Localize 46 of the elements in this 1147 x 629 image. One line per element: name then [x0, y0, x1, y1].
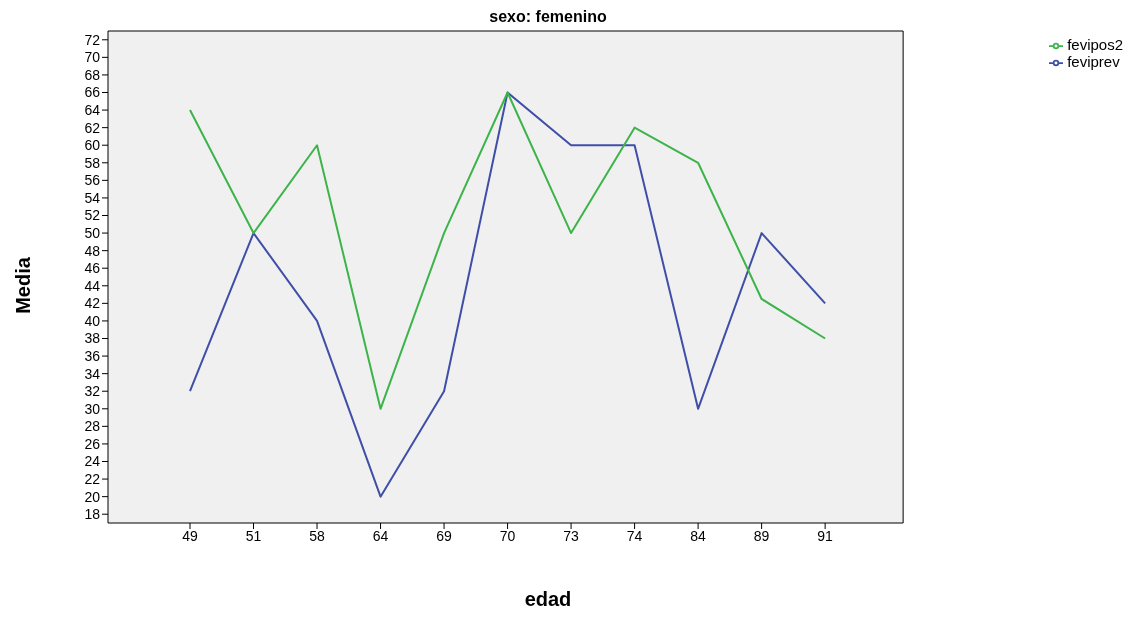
y-tick-label: 54	[84, 189, 101, 206]
x-tick-label: 49	[182, 527, 198, 544]
y-tick-label: 36	[84, 348, 101, 365]
y-tick-label: 72	[84, 31, 101, 48]
y-tick-label: 66	[84, 84, 101, 101]
y-tick-label: 38	[84, 330, 101, 347]
y-tick-label: 48	[84, 242, 101, 259]
y-tick-label: 62	[84, 119, 101, 136]
y-tick-label: 40	[84, 312, 101, 329]
y-tick-label: 58	[84, 154, 101, 171]
y-axis-title: Media	[11, 257, 35, 314]
x-tick-label: 51	[245, 527, 262, 544]
chart-title: sexo: femenino	[488, 8, 608, 26]
y-tick-label: 60	[84, 137, 101, 154]
y-tick-label: 70	[84, 49, 101, 66]
x-tick-label: 89	[753, 527, 770, 544]
y-tick-label: 34	[84, 365, 101, 382]
x-tick-label: 64	[372, 527, 389, 544]
legend-label: fevipos2	[1067, 36, 1123, 53]
x-axis-title: edad	[523, 588, 573, 611]
y-tick-label: 28	[84, 418, 101, 435]
y-tick-label: 20	[84, 488, 101, 505]
y-tick-label: 24	[84, 453, 101, 470]
x-tick-label: 70	[499, 527, 516, 544]
x-tick-label: 69	[436, 527, 453, 544]
line-series	[189, 91, 827, 498]
x-tick-label: 91	[817, 527, 834, 544]
x-tick-label: 73	[563, 527, 580, 544]
y-tick-label: 68	[84, 66, 101, 83]
y-tick-label: 32	[84, 383, 101, 400]
x-tick-label: 84	[690, 527, 707, 544]
y-tick-label: 22	[84, 471, 101, 488]
y-tick-label: 18	[84, 506, 101, 523]
y-tick-label: 56	[84, 172, 101, 189]
y-tick-label: 26	[84, 435, 101, 452]
y-tick-label: 64	[84, 102, 101, 119]
line-series	[189, 91, 827, 410]
y-tick-label: 52	[84, 207, 101, 224]
y-tick-label: 46	[84, 260, 101, 277]
x-tick-label: 74	[626, 527, 643, 544]
y-tick-label: 42	[84, 295, 101, 312]
y-tick-label: 44	[84, 277, 101, 294]
y-tick-label: 50	[84, 225, 101, 242]
y-tick-label: 30	[84, 400, 101, 417]
x-tick-label: 58	[309, 527, 326, 544]
legend-label: feviprev	[1067, 53, 1120, 71]
